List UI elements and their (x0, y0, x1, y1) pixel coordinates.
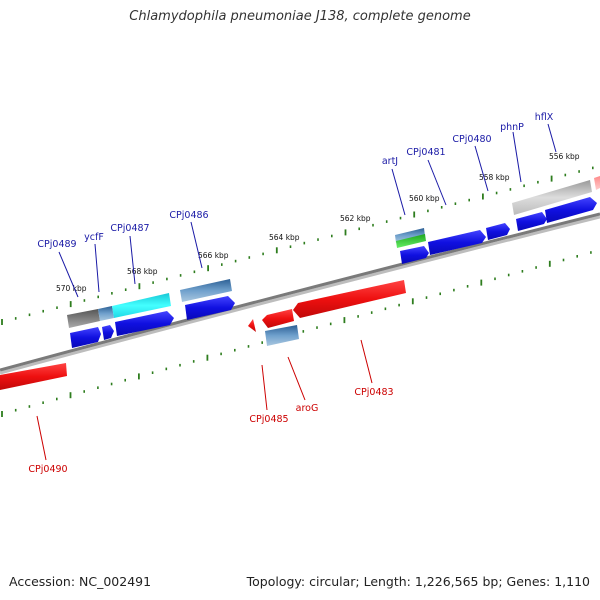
feature-bar-cyan (112, 293, 171, 318)
genome-backbone (0, 212, 600, 372)
scale-ticks-outer (1, 166, 594, 325)
gene-label-hflx[interactable]: hflX (535, 112, 554, 123)
feature-bar-steel-artj (395, 228, 425, 243)
scale-label-570: 570 kbp (56, 284, 87, 293)
forward-features (67, 176, 600, 328)
forward-gene-labels: hflX phnP CPj0480 CPj0481 artJ CPj0486 C… (37, 112, 553, 250)
map-title: Chlamydophila pneumoniae J138, complete … (129, 9, 471, 24)
feature-bar-steel (180, 279, 232, 302)
gene-arrow-rev (293, 280, 406, 318)
gene-arrow-rev (0, 363, 67, 390)
feature-bar-green (396, 234, 426, 248)
feature-bar-steel-arog (265, 325, 299, 346)
scale-label-560: 560 kbp (409, 194, 440, 203)
label-leaders (36, 123, 557, 461)
gene-arrow-fwd (70, 327, 101, 348)
gene-arrow-fwd (545, 197, 597, 223)
gene-arrow-fwd (486, 223, 510, 240)
scale-label-562: 562 kbp (340, 214, 371, 223)
genome-summary-text: Topology: circular; Length: 1,226,565 bp… (246, 574, 590, 589)
gene-label-arog[interactable]: aroG (296, 403, 319, 414)
gene-label-cpj0486[interactable]: CPj0486 (169, 210, 208, 221)
gene-label-artj[interactable]: artJ (382, 156, 398, 167)
reverse-gene-labels: CPj0483 aroG CPj0485 CPj0490 (28, 387, 393, 475)
gene-arrow-rev (262, 309, 294, 328)
gene-arrow-fwd (400, 246, 429, 264)
gene-label-cpj0490[interactable]: CPj0490 (28, 464, 67, 475)
gene-arrow-fwd (185, 296, 235, 320)
scale-labels: 570 kbp 568 kbp 566 kbp 564 kbp 562 kbp … (56, 152, 580, 293)
gene-label-cpj0483[interactable]: CPj0483 (354, 387, 393, 398)
feature-bar-pink (594, 176, 600, 190)
gene-arrow-rev (248, 319, 256, 332)
gene-label-cpj0489[interactable]: CPj0489 (37, 239, 76, 250)
scale-label-564: 564 kbp (269, 233, 300, 242)
scale-label-558: 558 kbp (479, 173, 510, 182)
feature-bar-gray (67, 309, 100, 328)
gene-arrow-fwd (428, 230, 486, 255)
gene-arrow-fwd (102, 325, 114, 340)
genome-backbone-shadow (0, 215, 600, 375)
forward-gene-arrows (70, 197, 597, 348)
gene-arrow-fwd (516, 212, 547, 231)
gene-label-ycff[interactable]: ycfF (84, 232, 104, 243)
gene-label-phnp[interactable]: phnP (500, 122, 524, 133)
scale-label-556: 556 kbp (549, 152, 580, 161)
scale-label-568: 568 kbp (127, 267, 158, 276)
gene-label-cpj0487[interactable]: CPj0487 (110, 223, 149, 234)
gene-label-cpj0481[interactable]: CPj0481 (406, 147, 445, 158)
reverse-gene-arrows (0, 280, 406, 390)
accession-text: Accession: NC_002491 (9, 574, 152, 589)
gene-label-cpj0485[interactable]: CPj0485 (249, 414, 288, 425)
gene-label-cpj0480[interactable]: CPj0480 (452, 134, 491, 145)
feature-bar-light (512, 180, 592, 215)
gene-arrow-fwd (115, 311, 174, 336)
scale-label-566: 566 kbp (198, 251, 229, 260)
feature-bar-steel-small (98, 306, 114, 321)
